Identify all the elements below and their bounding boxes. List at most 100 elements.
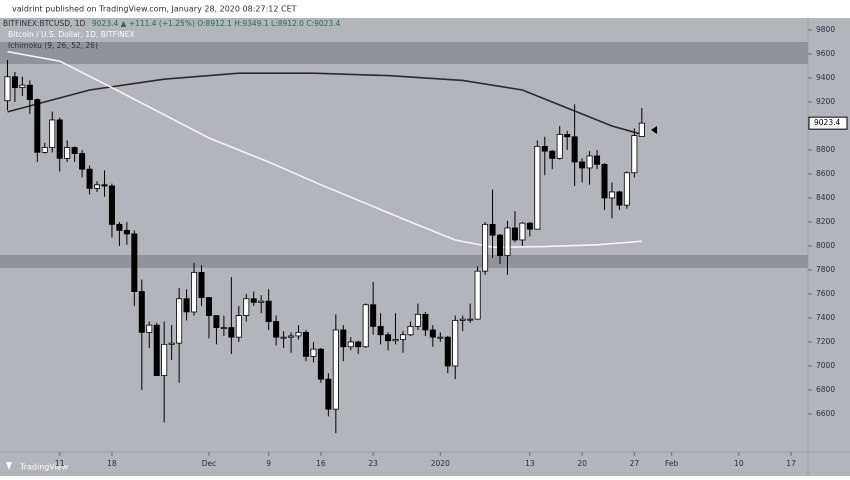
candle-body xyxy=(579,161,586,169)
candle-body xyxy=(71,147,78,154)
candle-body xyxy=(317,348,324,380)
x-tick-label: Dec xyxy=(202,459,217,468)
candle-body xyxy=(94,184,101,189)
x-tick-label: 2020 xyxy=(431,459,450,468)
candle-body xyxy=(601,163,608,199)
candle-body xyxy=(4,76,11,102)
candle-body xyxy=(429,329,436,338)
y-tick-label: 9600 xyxy=(816,49,835,58)
candle-body xyxy=(556,133,563,159)
byline: valdrint published on TradingView.com, J… xyxy=(12,5,297,14)
candle-body xyxy=(399,334,406,340)
x-tick-label: 17 xyxy=(786,459,796,468)
y-tick-label: 8000 xyxy=(816,241,835,250)
candle-body xyxy=(295,331,302,337)
x-tick-label: 23 xyxy=(368,459,378,468)
candle-body xyxy=(176,298,183,344)
candle-body xyxy=(161,343,168,376)
y-tick-label: 6600 xyxy=(816,409,835,418)
chart-title: Bitcoin / U.S. Dollar, 1D, BITFINEX xyxy=(8,30,135,39)
candle-body xyxy=(385,334,392,342)
candle-body xyxy=(265,300,272,322)
candle-body xyxy=(534,145,541,230)
candle-body xyxy=(623,172,630,206)
candle-body xyxy=(467,318,474,321)
candle-body xyxy=(191,271,198,313)
candle-body xyxy=(631,135,638,174)
candle-body xyxy=(108,185,115,225)
zone-band xyxy=(0,41,808,64)
indicator-legend: Ichimoku (9, 26, 52, 26) xyxy=(8,41,98,50)
logo-icon xyxy=(6,462,12,470)
candle-body xyxy=(519,222,526,241)
candle-body xyxy=(564,133,571,138)
candle-body xyxy=(362,304,369,348)
candle-body xyxy=(377,325,384,336)
candle-body xyxy=(288,335,295,338)
candle-body xyxy=(205,297,212,316)
candle-body xyxy=(198,271,205,298)
candle-body xyxy=(474,270,481,320)
candle-body xyxy=(504,227,511,256)
candle-body xyxy=(183,298,190,313)
x-tick-label: Feb xyxy=(665,459,679,468)
candle-body xyxy=(250,298,257,303)
candle-body xyxy=(302,331,309,357)
candle-body xyxy=(34,99,41,153)
x-tick-label: 18 xyxy=(107,459,117,468)
candle-body xyxy=(64,147,71,159)
y-tick-label: 7400 xyxy=(816,313,835,322)
candle-body xyxy=(310,348,317,357)
candle-body xyxy=(220,327,227,329)
candle-body xyxy=(459,318,466,321)
x-tick-label: 9 xyxy=(266,459,271,468)
x-tick-label: 10 xyxy=(734,459,744,468)
moving-average-line xyxy=(7,72,643,136)
y-tick-label: 6800 xyxy=(816,385,835,394)
candle-body xyxy=(414,313,421,327)
candle-body xyxy=(594,155,601,165)
candle-body xyxy=(123,229,130,235)
candle-body xyxy=(370,304,377,327)
candle-body xyxy=(79,153,86,170)
candle-body xyxy=(549,150,556,159)
y-tick-label: 8800 xyxy=(816,145,835,154)
candle-body xyxy=(146,324,153,333)
candle-body xyxy=(325,378,332,410)
y-tick-label: 8600 xyxy=(816,169,835,178)
x-tick-label: 16 xyxy=(316,459,326,468)
candle-body xyxy=(258,300,265,303)
candle-body xyxy=(638,122,645,137)
candle-body xyxy=(452,319,459,367)
candle-body xyxy=(131,233,138,292)
candle-body xyxy=(437,336,444,339)
candle-body xyxy=(526,222,533,230)
candle-body xyxy=(138,291,145,333)
candle-body xyxy=(56,119,63,159)
candle-body xyxy=(482,223,489,272)
candle-body xyxy=(153,324,160,376)
y-tick-label: 8200 xyxy=(816,217,835,226)
x-tick-label: 13 xyxy=(525,459,535,468)
candle-body xyxy=(332,329,339,410)
candle-body xyxy=(168,342,175,345)
candle-body xyxy=(586,155,593,169)
y-tick-label: 7200 xyxy=(816,337,835,346)
candle-body xyxy=(489,223,496,236)
candle-body xyxy=(497,234,504,256)
y-tick-label: 7600 xyxy=(816,289,835,298)
y-tick-label: 7800 xyxy=(816,265,835,274)
candle-body xyxy=(235,315,242,338)
candle-body xyxy=(213,315,220,328)
candle-body xyxy=(280,336,287,339)
candle-body xyxy=(541,145,548,152)
candle-body xyxy=(116,223,123,231)
candle-body xyxy=(86,168,93,189)
y-tick-label: 9400 xyxy=(816,73,835,82)
candle-body xyxy=(608,191,615,199)
candle-body xyxy=(49,119,56,148)
candle-body xyxy=(392,339,399,342)
candle-body xyxy=(228,327,235,338)
